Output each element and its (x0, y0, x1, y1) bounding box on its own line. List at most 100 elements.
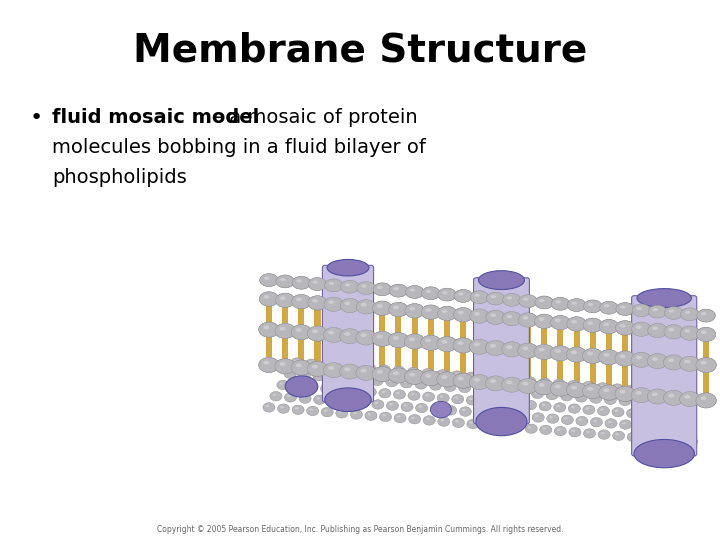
Ellipse shape (361, 303, 366, 307)
Ellipse shape (264, 276, 269, 280)
Ellipse shape (542, 427, 546, 430)
Ellipse shape (320, 360, 332, 369)
Ellipse shape (648, 399, 660, 408)
Ellipse shape (554, 403, 566, 412)
Ellipse shape (425, 370, 428, 373)
Ellipse shape (393, 306, 399, 309)
Ellipse shape (631, 388, 652, 403)
Ellipse shape (593, 420, 597, 422)
Ellipse shape (696, 393, 716, 408)
Ellipse shape (458, 376, 464, 380)
Ellipse shape (554, 384, 561, 388)
Bar (687, 366, 693, 391)
Ellipse shape (361, 285, 366, 288)
Ellipse shape (648, 323, 667, 338)
Ellipse shape (503, 387, 515, 396)
Ellipse shape (420, 370, 441, 386)
Ellipse shape (631, 352, 652, 367)
Ellipse shape (466, 372, 478, 381)
Ellipse shape (356, 375, 369, 384)
Ellipse shape (356, 366, 377, 380)
Bar (282, 333, 288, 359)
Ellipse shape (426, 290, 431, 293)
Ellipse shape (299, 394, 311, 403)
Ellipse shape (470, 291, 489, 303)
Ellipse shape (313, 372, 325, 381)
Ellipse shape (620, 324, 626, 328)
Ellipse shape (277, 404, 289, 413)
Ellipse shape (374, 402, 378, 404)
Ellipse shape (588, 303, 593, 306)
Ellipse shape (656, 411, 667, 421)
Ellipse shape (356, 330, 377, 345)
Ellipse shape (616, 302, 634, 315)
Ellipse shape (631, 322, 651, 336)
Ellipse shape (684, 395, 690, 399)
Ellipse shape (344, 367, 351, 371)
Ellipse shape (668, 328, 674, 332)
Ellipse shape (612, 408, 624, 417)
Ellipse shape (469, 339, 490, 354)
Ellipse shape (280, 278, 286, 281)
Ellipse shape (276, 275, 294, 288)
Ellipse shape (405, 303, 424, 318)
Ellipse shape (372, 400, 384, 409)
Ellipse shape (410, 369, 414, 372)
Ellipse shape (629, 411, 633, 413)
Bar (541, 354, 547, 380)
Ellipse shape (430, 404, 442, 414)
Ellipse shape (567, 317, 586, 331)
Ellipse shape (469, 339, 490, 354)
Ellipse shape (647, 389, 667, 404)
Ellipse shape (546, 390, 558, 400)
Ellipse shape (372, 331, 392, 346)
Ellipse shape (583, 300, 602, 313)
Ellipse shape (506, 345, 513, 349)
Ellipse shape (701, 396, 706, 400)
Ellipse shape (502, 312, 521, 326)
Ellipse shape (287, 371, 290, 374)
Ellipse shape (474, 312, 480, 316)
Bar (557, 356, 563, 381)
Ellipse shape (518, 343, 539, 358)
Ellipse shape (620, 420, 631, 429)
Ellipse shape (393, 372, 399, 375)
Ellipse shape (284, 393, 297, 402)
Ellipse shape (600, 301, 618, 314)
Ellipse shape (583, 318, 603, 333)
Ellipse shape (264, 295, 269, 299)
Ellipse shape (296, 328, 302, 332)
Ellipse shape (307, 406, 319, 416)
Ellipse shape (636, 325, 642, 329)
Ellipse shape (526, 379, 530, 381)
Ellipse shape (644, 436, 648, 438)
Ellipse shape (410, 393, 414, 395)
Ellipse shape (405, 286, 424, 299)
Ellipse shape (296, 298, 302, 301)
Ellipse shape (454, 289, 472, 302)
Ellipse shape (637, 423, 641, 426)
Ellipse shape (571, 320, 577, 323)
Ellipse shape (588, 321, 593, 325)
Text: phospholipids: phospholipids (52, 168, 186, 187)
Bar (622, 361, 628, 386)
Ellipse shape (563, 394, 567, 396)
Ellipse shape (441, 309, 448, 313)
Ellipse shape (357, 281, 375, 294)
Ellipse shape (490, 313, 496, 317)
Ellipse shape (275, 323, 295, 339)
Ellipse shape (442, 291, 448, 294)
Ellipse shape (437, 306, 456, 321)
Ellipse shape (550, 381, 570, 396)
Ellipse shape (603, 388, 609, 392)
Ellipse shape (386, 377, 398, 387)
Ellipse shape (555, 319, 561, 322)
Ellipse shape (345, 283, 351, 286)
Ellipse shape (534, 345, 554, 360)
Ellipse shape (352, 388, 356, 390)
Ellipse shape (599, 385, 619, 400)
Ellipse shape (444, 382, 456, 392)
Ellipse shape (668, 328, 674, 332)
Ellipse shape (454, 373, 457, 375)
Ellipse shape (524, 377, 536, 386)
